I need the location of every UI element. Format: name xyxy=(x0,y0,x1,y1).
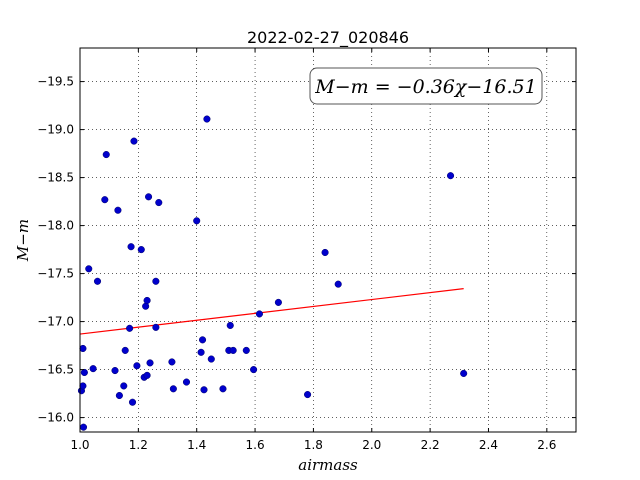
y-tick-label: −17.5 xyxy=(37,267,74,281)
data-point xyxy=(146,359,154,367)
data-point xyxy=(169,385,177,393)
data-point xyxy=(168,358,176,366)
data-point xyxy=(101,196,109,204)
data-point xyxy=(198,336,207,344)
data-point xyxy=(250,366,258,374)
data-point xyxy=(446,172,455,180)
x-tick-label: 2.2 xyxy=(421,438,440,452)
data-point xyxy=(152,277,160,285)
data-point xyxy=(242,346,250,354)
x-tick-label: 2.6 xyxy=(537,438,556,452)
data-point xyxy=(203,115,211,123)
data-point xyxy=(137,246,145,254)
y-tick-label: −17.0 xyxy=(37,315,74,329)
data-point xyxy=(126,324,134,332)
y-tick-label: −19.5 xyxy=(37,75,74,89)
x-axis-label: airmass xyxy=(298,456,358,474)
data-point xyxy=(79,423,88,431)
data-point xyxy=(127,243,135,251)
data-point xyxy=(128,398,137,406)
annotation-box: M−m = −0.36χ−16.51 xyxy=(309,67,543,105)
y-tick-label: −18.0 xyxy=(37,219,74,233)
data-point xyxy=(93,277,102,285)
data-point xyxy=(334,280,342,288)
data-point xyxy=(207,355,215,363)
data-point xyxy=(89,365,97,373)
y-tick-label: −16.5 xyxy=(37,363,74,377)
fit-line-group xyxy=(79,288,464,335)
data-point xyxy=(304,391,312,399)
axis-ticks: 1.0 1.2 1.4 1.6 1.8 2.0 2.2 2.4 2.6 −16.0 −16.5 −17… xyxy=(37,48,576,452)
data-point xyxy=(460,369,468,377)
data-point xyxy=(79,382,87,390)
data-point xyxy=(115,391,123,400)
y-tick-label: −19.0 xyxy=(37,123,74,137)
data-point xyxy=(274,298,282,306)
data-point xyxy=(155,199,163,207)
data-point xyxy=(219,385,227,393)
x-tick-label: 2.4 xyxy=(479,438,498,452)
data-point xyxy=(182,378,191,386)
data-point xyxy=(193,217,201,225)
data-point xyxy=(142,302,150,310)
data-point xyxy=(130,137,138,145)
data-point xyxy=(321,248,329,257)
data-point xyxy=(145,193,153,201)
y-axis-label: M−m xyxy=(14,219,32,262)
data-points xyxy=(77,115,468,431)
x-tick-label: 1.0 xyxy=(70,438,89,452)
data-point xyxy=(143,296,151,305)
annotation-frame xyxy=(309,67,543,105)
data-point xyxy=(197,348,205,356)
data-point xyxy=(111,367,119,375)
x-tick-label: 1.4 xyxy=(187,438,206,452)
y-tick-label: −16.0 xyxy=(37,411,74,425)
data-point xyxy=(200,386,208,394)
data-point xyxy=(85,265,93,273)
data-point xyxy=(80,368,88,377)
data-point xyxy=(114,206,122,214)
data-point xyxy=(133,362,141,370)
y-tick-label: −18.5 xyxy=(37,171,74,185)
data-point xyxy=(121,346,129,354)
plot-area xyxy=(80,48,576,432)
data-point xyxy=(102,151,110,159)
x-tick-label: 1.2 xyxy=(129,438,148,452)
x-tick-label: 1.6 xyxy=(246,438,265,452)
fit-line xyxy=(79,288,464,335)
data-point xyxy=(143,371,151,379)
data-point xyxy=(229,346,237,354)
plot-frame xyxy=(79,47,577,433)
data-point xyxy=(255,310,263,318)
chart-title: 2022-02-27_020846 xyxy=(247,28,409,48)
data-point xyxy=(120,382,128,390)
data-point xyxy=(226,321,234,329)
x-tick-label: 1.8 xyxy=(304,438,323,452)
annotation-text: M−m = −0.36χ−16.51 xyxy=(314,76,536,98)
x-tick-label: 2.0 xyxy=(362,438,381,452)
data-point xyxy=(152,323,160,331)
data-point xyxy=(79,344,87,353)
